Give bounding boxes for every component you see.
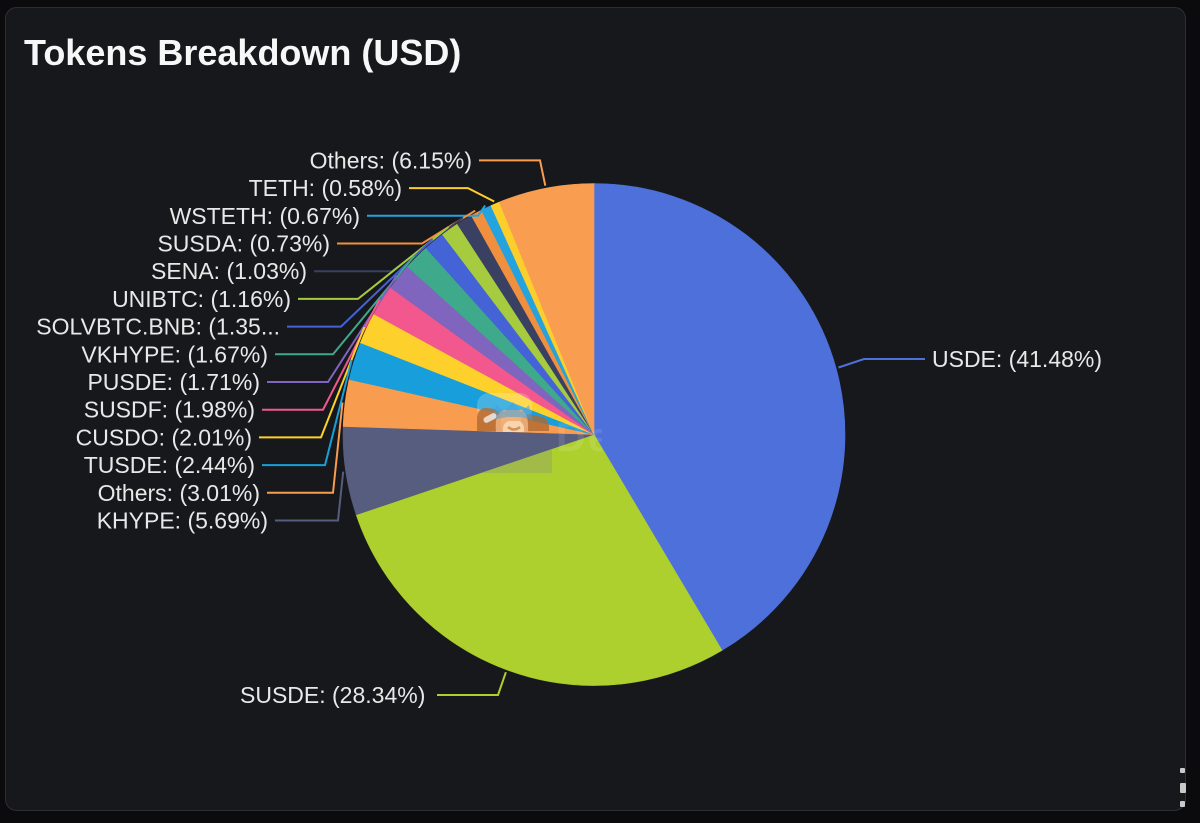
svg-text:SUSDE: (28.34%): SUSDE: (28.34%) — [240, 682, 425, 708]
svg-text:UNIBTC: (1.16%): UNIBTC: (1.16%) — [112, 286, 291, 312]
svg-text:SOLVBTC.BNB: (1.35...: SOLVBTC.BNB: (1.35... — [36, 314, 280, 340]
svg-text:SUSDA: (0.73%): SUSDA: (0.73%) — [157, 231, 330, 257]
svg-text:PUSDE: (1.71%): PUSDE: (1.71%) — [87, 369, 260, 395]
svg-text:SENA: (1.03%): SENA: (1.03%) — [151, 258, 307, 284]
svg-text:TUSDE: (2.44%): TUSDE: (2.44%) — [84, 452, 255, 478]
svg-text:CUSDO: (2.01%): CUSDO: (2.01%) — [76, 424, 252, 450]
svg-text:DefiLlama: DefiLlama — [556, 414, 770, 460]
svg-text:SUSDF: (1.98%): SUSDF: (1.98%) — [84, 397, 255, 423]
svg-text:VKHYPE: (1.67%): VKHYPE: (1.67%) — [81, 341, 268, 367]
svg-text:TETH: (0.58%): TETH: (0.58%) — [249, 175, 402, 201]
svg-text:KHYPE: (5.69%): KHYPE: (5.69%) — [97, 508, 268, 534]
svg-text:Tokens Breakdown (USD): Tokens Breakdown (USD) — [24, 32, 461, 73]
svg-text:USDE: (41.48%): USDE: (41.48%) — [932, 346, 1102, 372]
svg-text:Others: (3.01%): Others: (3.01%) — [98, 480, 260, 506]
svg-text:WSTETH: (0.67%): WSTETH: (0.67%) — [170, 203, 360, 229]
svg-text:Others: (6.15%): Others: (6.15%) — [310, 147, 472, 173]
